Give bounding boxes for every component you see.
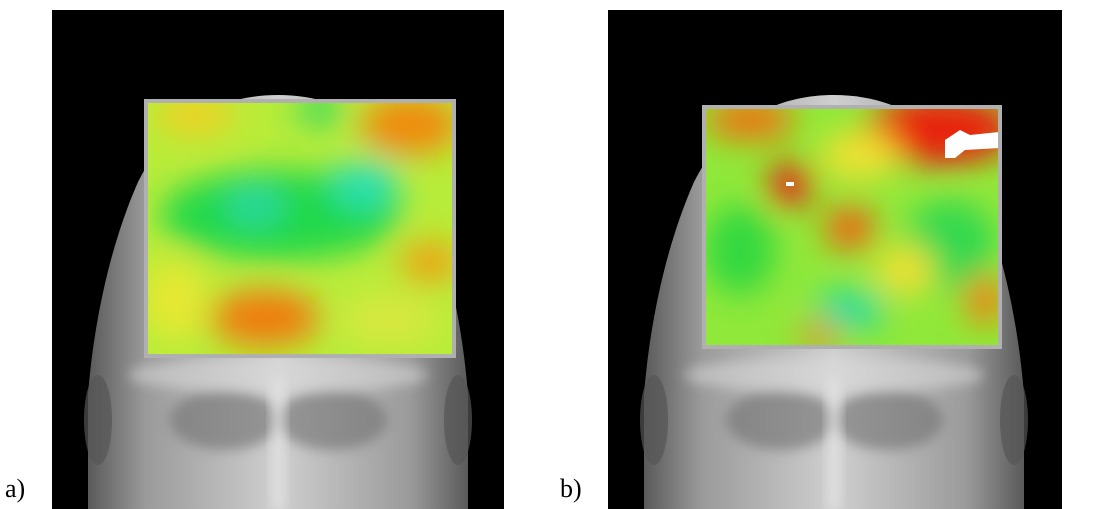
panel-label: b) (560, 474, 582, 504)
heatmap (705, 95, 1015, 347)
panel-label: a) (5, 474, 25, 504)
figure-graphics (0, 0, 1094, 509)
figure: a) b) (0, 0, 1094, 509)
heatmap (145, 95, 460, 355)
